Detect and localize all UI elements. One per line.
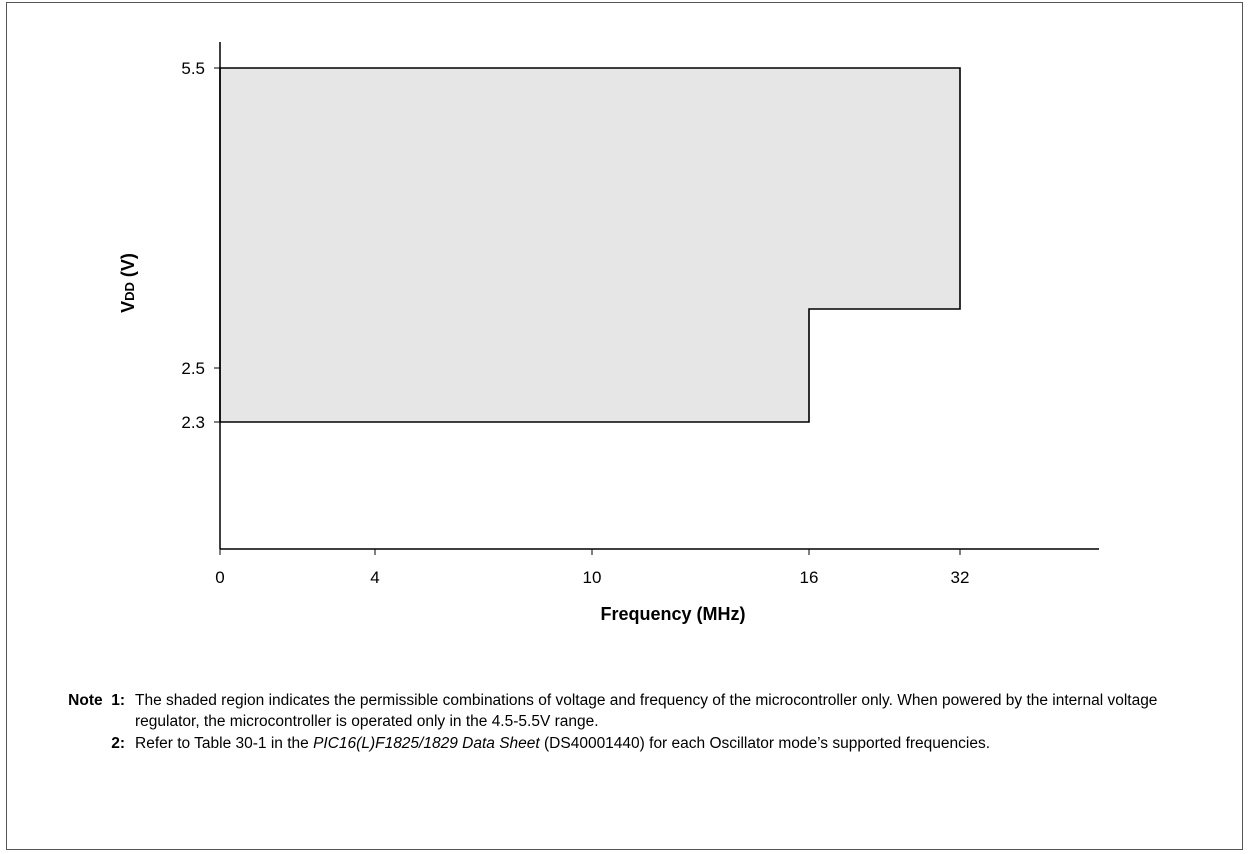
note-2-key: 2: [111,735,125,752]
x-axis-title: Frequency (MHz) [600,604,745,624]
note-2-text-pre: Refer to Table 30-1 in the [135,735,314,752]
note-2-doc-title: PIC16(L)F1825/1829 Data Sheet [313,735,540,752]
notes-section: Note 1: The shaded region indicates the … [22,690,1222,754]
x-tick-label: 0 [215,568,224,587]
note-1-text: The shaded region indicates the permissi… [135,692,1158,730]
y-tick-label: 2.3 [181,413,205,432]
x-tick-label: 4 [370,568,379,587]
note-1: Note 1: The shaded region indicates the … [22,690,1222,732]
x-tick-label: 32 [951,568,970,587]
figure-frame [6,2,1243,850]
y-tick-label: 2.5 [181,359,205,378]
x-tick-label: 16 [800,568,819,587]
chart: 0 4 10 16 32 2.3 2.5 5.5 Frequency (MHz) VDD (V… [118,42,1099,624]
note-2-text-post: (DS40001440) for each Oscillator mode’s … [539,735,991,752]
x-tick-label: 10 [583,568,602,587]
y-axis-title: VDD (V) [118,253,138,313]
y-tick-label: 5.5 [181,59,205,78]
operating-region [219,67,961,423]
note-2: 2: Refer to Table 30-1 in the PIC16(L)F1… [22,733,1222,754]
note-1-key: Note 1: [68,692,125,709]
